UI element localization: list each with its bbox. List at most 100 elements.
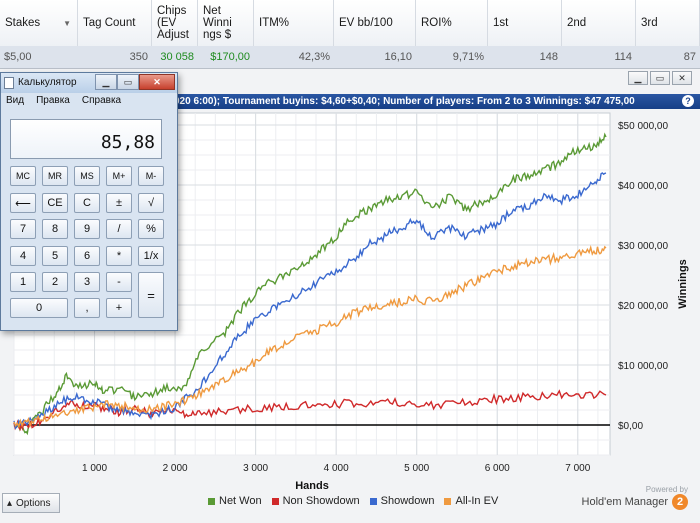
x-tick-label: 3 000 xyxy=(243,463,268,474)
calc-key[interactable]: 1 xyxy=(10,272,36,292)
calc-menu-item[interactable]: Справка xyxy=(81,95,122,106)
legend-swatch xyxy=(208,497,215,505)
calc-key[interactable]: - xyxy=(106,272,132,292)
calc-minimize-icon[interactable]: ▁ xyxy=(95,74,117,90)
legend-item[interactable]: All-In EV xyxy=(444,495,498,507)
stats-table-header: Stakes ▼ Tag Count Chips (EV Adjust Net Winn… xyxy=(0,0,700,47)
x-tick-label: 4 000 xyxy=(324,463,349,474)
calc-key[interactable]: ± xyxy=(106,193,132,213)
column-header-label: ITM% xyxy=(259,17,290,29)
calc-key[interactable]: MS xyxy=(74,166,100,186)
legend-swatch xyxy=(271,497,279,505)
legend-label: Net Won xyxy=(219,495,262,507)
column-header[interactable]: 3rd xyxy=(636,0,700,46)
help-icon[interactable]: ? xyxy=(682,95,694,107)
sort-arrow-icon[interactable]: ▼ xyxy=(63,19,71,28)
calc-key[interactable]: ⟵ xyxy=(10,193,36,213)
brand-name: Hold'em Manager xyxy=(581,496,668,508)
column-header[interactable]: 2nd xyxy=(562,0,636,46)
x-tick-label: 7 000 xyxy=(565,463,590,474)
series-line-non-showdown xyxy=(13,389,607,432)
calc-key[interactable]: / xyxy=(106,219,132,239)
calc-key[interactable]: √ xyxy=(138,193,164,213)
calc-key[interactable]: 1/x xyxy=(138,246,164,266)
calculator-menu: Вид Правка Справка xyxy=(1,95,182,111)
y-tick-label: $40 000,00 xyxy=(618,181,668,192)
calc-key[interactable]: MC xyxy=(10,166,36,186)
calc-key[interactable]: 2 xyxy=(42,272,68,292)
table-cell: 87 xyxy=(683,51,696,63)
legend-item[interactable]: Showdown xyxy=(369,495,434,507)
calc-key[interactable]: 8 xyxy=(42,219,68,239)
legend-item[interactable]: Non Showdown xyxy=(271,495,360,507)
minimize-icon[interactable]: ▁ xyxy=(628,71,648,85)
calc-key[interactable]: C xyxy=(74,193,100,213)
chart-legend: Net Won Non Showdown Showdown All-In EV xyxy=(208,495,498,507)
column-header-label: Tag Count xyxy=(83,17,136,29)
calc-menu-item[interactable]: Вид xyxy=(6,95,25,106)
calc-key[interactable]: * xyxy=(106,246,132,266)
legend-label: Non Showdown xyxy=(282,495,360,507)
calc-menu-item[interactable]: Правка xyxy=(36,95,70,106)
column-header[interactable]: Net Winni ngs $ xyxy=(198,0,254,46)
calculator-titlebar[interactable]: Калькулятор ▁ ▭ ✕ xyxy=(1,73,177,93)
calculator-window: Калькулятор ▁ ▭ ✕ Вид Правка Справка 85,88… xyxy=(0,72,178,331)
triangle-up-icon: ▴ xyxy=(7,497,13,509)
column-header[interactable]: ROI% xyxy=(416,0,488,46)
calc-key[interactable]: M+ xyxy=(106,166,132,186)
calc-key[interactable]: MR xyxy=(42,166,68,186)
calc-key[interactable]: , xyxy=(74,298,100,318)
legend-swatch xyxy=(444,497,452,505)
restore-icon[interactable]: ▭ xyxy=(650,71,670,85)
y-tick-label: $10 000,00 xyxy=(618,361,668,372)
table-cell: 148 xyxy=(539,51,558,63)
graph-window-controls: ▁ ▭ ✕ xyxy=(628,71,692,85)
x-tick-label: 6 000 xyxy=(485,463,510,474)
calc-maximize-icon[interactable]: ▭ xyxy=(117,74,139,90)
calculator-title: Калькулятор xyxy=(18,77,77,88)
table-cell: 42,3% xyxy=(298,51,330,63)
options-label: Options xyxy=(16,497,51,509)
column-header-label: Chips (EV Adjust xyxy=(157,5,189,41)
y-axis-label: Winnings xyxy=(677,259,689,308)
table-cell: 16,10 xyxy=(384,51,412,63)
calc-key[interactable]: 7 xyxy=(10,219,36,239)
legend-item[interactable]: Net Won xyxy=(208,495,262,507)
chart-bottom-bar: ▴ Options Net Won Non Showdown Showdown All… xyxy=(0,485,700,523)
column-header[interactable]: Tag Count xyxy=(78,0,152,46)
table-cell: 350 xyxy=(129,51,148,63)
calc-key[interactable]: % xyxy=(138,219,164,239)
column-header-label: 2nd xyxy=(567,17,587,29)
column-header[interactable]: Stakes ▼ xyxy=(0,0,78,46)
calc-key[interactable]: M- xyxy=(138,166,164,186)
stats-table-row[interactable]: $5,00 350 30 058 $170,00 42,3% 16,10 9,71% 148 1… xyxy=(0,46,700,69)
column-header[interactable]: EV bb/100 xyxy=(334,0,416,46)
table-cell: 30 058 xyxy=(160,51,194,63)
series-line-all-in-ev xyxy=(13,244,607,429)
calc-key[interactable]: CE xyxy=(42,193,68,213)
series-line-showdown xyxy=(13,172,607,430)
calc-key[interactable]: 3 xyxy=(74,272,100,292)
column-header[interactable]: ITM% xyxy=(254,0,334,46)
column-header[interactable]: Chips (EV Adjust xyxy=(152,0,198,46)
options-button[interactable]: ▴ Options xyxy=(2,493,60,513)
column-header-label: 1st xyxy=(493,17,509,29)
y-tick-label: $20 000,00 xyxy=(618,301,668,312)
calc-close-icon[interactable]: ✕ xyxy=(139,74,175,90)
table-cell: $5,00 xyxy=(4,51,32,63)
calc-key[interactable]: 9 xyxy=(74,219,100,239)
calc-key[interactable]: 6 xyxy=(74,246,100,266)
calc-key[interactable]: 5 xyxy=(42,246,68,266)
calc-key[interactable]: + xyxy=(106,298,132,318)
column-header[interactable]: 1st xyxy=(488,0,562,46)
close-icon[interactable]: ✕ xyxy=(672,71,692,85)
calculator-icon xyxy=(4,77,14,89)
table-cell: 9,71% xyxy=(452,51,484,63)
x-axis-label: Hands xyxy=(295,480,329,492)
calc-key[interactable]: 0 xyxy=(10,298,68,318)
calc-key[interactable]: = xyxy=(138,272,164,318)
legend-label: All-In EV xyxy=(455,495,499,507)
x-tick-label: 5 000 xyxy=(404,463,429,474)
calc-key[interactable]: 4 xyxy=(10,246,36,266)
calculator-display: 85,88 xyxy=(10,119,162,159)
